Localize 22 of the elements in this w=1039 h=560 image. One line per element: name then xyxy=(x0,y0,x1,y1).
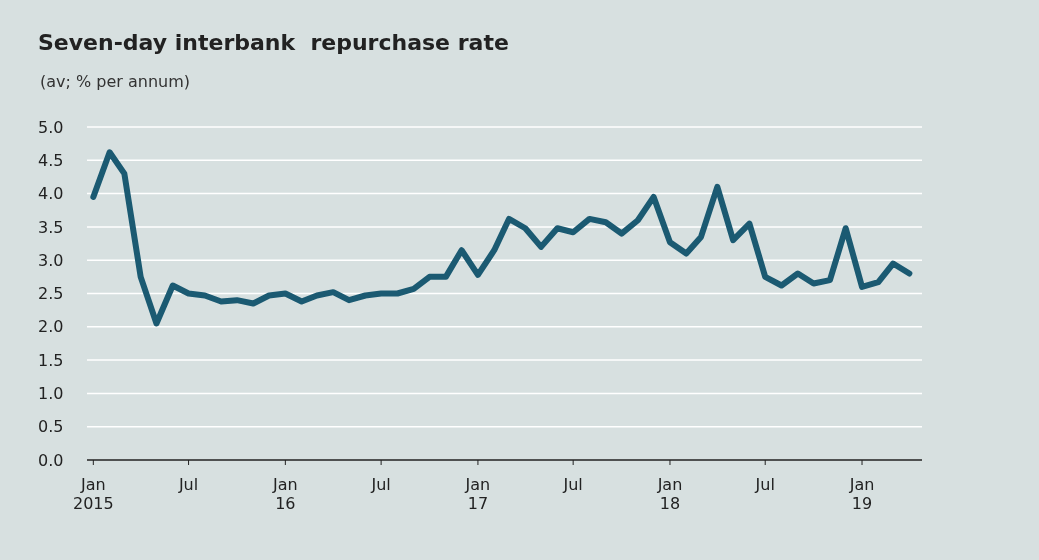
y-tick-label: 1.5 xyxy=(38,350,64,370)
chart-subtitle: (av; % per annum) xyxy=(40,72,190,91)
x-tick-label: Jul xyxy=(370,475,391,494)
x-tick-label: Jul xyxy=(177,475,199,494)
y-tick-label: 2.5 xyxy=(38,284,64,304)
y-tick-label: 0.0 xyxy=(38,450,64,470)
x-tick-label: Jan 19 xyxy=(848,475,875,514)
y-tick-label: 5.0 xyxy=(38,117,64,137)
y-tick-label: 3.5 xyxy=(38,217,64,237)
y-tick-label: 3.0 xyxy=(38,250,64,270)
y-tick-label: 1.0 xyxy=(38,384,64,403)
x-tick-label: Jan 18 xyxy=(656,475,683,514)
y-tick-label: 4.0 xyxy=(38,184,64,204)
y-tick-label: 2.0 xyxy=(38,317,64,337)
chart-title: Seven-day interbank repurchase rate xyxy=(38,30,509,55)
x-tick-label: Jul xyxy=(562,475,583,494)
x-tick-label: Jul xyxy=(754,475,775,494)
y-tick-label: 4.5 xyxy=(38,150,64,170)
y-tick-label: 0.5 xyxy=(38,417,64,437)
x-tick-label: Jan 2015 xyxy=(72,475,114,514)
x-tick-label: Jan 16 xyxy=(272,475,298,514)
x-tick-label: Jan 17 xyxy=(464,475,491,514)
